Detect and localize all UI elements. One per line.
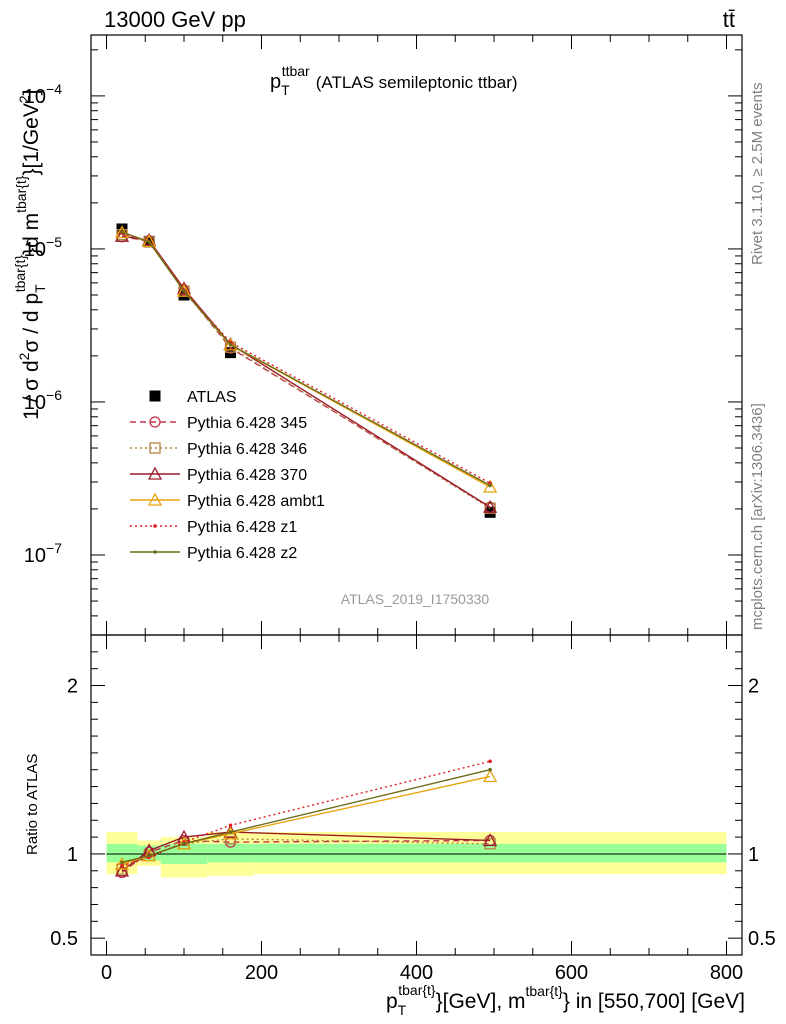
legend-item: Pythia 6.428 z2 bbox=[130, 545, 297, 562]
legend-swatch bbox=[149, 390, 161, 402]
legend: ATLAS Pythia 6.428 345 Pythia 6.428 346 Pyt… bbox=[130, 389, 325, 562]
series-marker bbox=[182, 842, 186, 846]
series-marker bbox=[176, 281, 192, 295]
ratio-y-tick-label: 2 bbox=[67, 676, 78, 698]
legend-label: Pythia 6.428 z1 bbox=[187, 519, 297, 536]
series-marker bbox=[483, 499, 498, 513]
ratio-y-tick-label-right: 1 bbox=[748, 844, 759, 866]
ratio-y-axis-label: Ratio to ATLAS bbox=[24, 754, 41, 855]
analysis-watermark: ATLAS_2019_I1750330 bbox=[341, 591, 490, 607]
series-marker bbox=[228, 830, 233, 834]
header-right: tt̄ bbox=[723, 7, 735, 32]
legend-label: Pythia 6.428 ambt1 bbox=[187, 493, 325, 510]
series-marker bbox=[114, 228, 130, 242]
mcplots-label: mcplots.cern.ch [arXiv:1306.3436] bbox=[749, 403, 766, 630]
x-tick-label: 800 bbox=[710, 962, 743, 984]
series-marker bbox=[147, 853, 151, 858]
series-marker bbox=[228, 342, 233, 347]
series-marker bbox=[483, 769, 498, 783]
legend-swatch bbox=[149, 416, 161, 428]
legend-item: Pythia 6.428 370 bbox=[130, 466, 307, 484]
x-axis-label: pTtbar{t}}[GeV], mtbar{t}} in [550,700] … bbox=[386, 982, 745, 1018]
series-pythia-6-428-z2 bbox=[120, 230, 492, 488]
header-left: 13000 GeV pp bbox=[104, 7, 246, 32]
legend-swatch bbox=[147, 492, 163, 506]
series-marker bbox=[114, 863, 130, 877]
main-y-tick-label: 10−5 bbox=[24, 234, 62, 261]
main-x-axis bbox=[106, 35, 727, 635]
ratio-band-green bbox=[253, 843, 727, 863]
main-y-tick-label: 10−4 bbox=[24, 81, 62, 108]
legend-swatch bbox=[153, 550, 157, 554]
ratio-y-axis: 0.5 0.5 1 1 2 2 bbox=[50, 651, 776, 950]
main-series bbox=[114, 223, 498, 518]
ratio-y-tick-label-right: 0.5 bbox=[748, 928, 776, 950]
series-line bbox=[121, 838, 491, 870]
ratio-x-axis: 0 200 400 600 800 bbox=[101, 635, 743, 984]
series-line bbox=[121, 232, 491, 484]
series-line bbox=[121, 236, 491, 508]
legend-item: Pythia 6.428 346 bbox=[130, 441, 307, 458]
series-marker bbox=[488, 483, 492, 488]
series-marker bbox=[147, 240, 151, 244]
series-marker bbox=[114, 225, 130, 239]
legend-label: Pythia 6.428 346 bbox=[187, 441, 307, 458]
legend-item: Pythia 6.428 345 bbox=[130, 415, 307, 432]
legend-label: ATLAS bbox=[187, 389, 237, 406]
ratio-frame bbox=[90, 634, 743, 956]
series-marker bbox=[483, 833, 498, 847]
series-marker bbox=[176, 283, 192, 297]
legend-item: ATLAS bbox=[149, 389, 237, 406]
series-marker bbox=[228, 823, 233, 828]
legend-swatch bbox=[153, 524, 157, 528]
x-tick-label: 400 bbox=[400, 962, 433, 984]
ratio-series bbox=[114, 759, 498, 879]
x-tick-label: 0 bbox=[101, 962, 112, 984]
legend-item: Pythia 6.428 ambt1 bbox=[130, 492, 325, 510]
series-marker bbox=[484, 502, 496, 514]
ratio-y-tick-label: 1 bbox=[67, 844, 78, 866]
legend-item: Pythia 6.428 z1 bbox=[130, 519, 297, 536]
x-tick-label: 600 bbox=[555, 962, 588, 984]
ratio-y-tick-label-right: 2 bbox=[748, 676, 759, 698]
main-y-axis-label: 1 / σ d2σ / d pTtbar{t}}d mtbar{t}}[1/Ge… bbox=[12, 89, 48, 420]
main-panel: 10−7 10−6 10−5 10−4 pTttbar(ATLAS semilepto… bbox=[12, 34, 743, 636]
series-marker bbox=[120, 860, 124, 865]
series-marker bbox=[120, 230, 124, 234]
series-pythia-6-428-z2 bbox=[120, 767, 492, 865]
ratio-uncertainty-bands bbox=[106, 832, 727, 878]
legend-label: Pythia 6.428 z2 bbox=[187, 545, 297, 562]
series-marker bbox=[488, 767, 492, 772]
legend-label: Pythia 6.428 345 bbox=[187, 415, 307, 432]
ratio-band-green bbox=[106, 843, 138, 863]
main-y-axis: 10−7 10−6 10−5 10−4 bbox=[24, 49, 742, 636]
legend-label: Pythia 6.428 370 bbox=[187, 467, 307, 484]
ratio-panel: 0.5 0.5 1 1 2 2 0 200 400 600 800 Ratio to ATLAS bbox=[24, 634, 776, 984]
series-marker bbox=[114, 856, 130, 870]
main-y-tick-label: 10−7 bbox=[24, 540, 62, 567]
main-y-tick-label: 10−6 bbox=[24, 387, 62, 414]
ratio-y-tick-label: 0.5 bbox=[50, 928, 78, 950]
ratio-band-green bbox=[207, 843, 254, 863]
rivet-label: Rivet 3.1.10, ≥ 2.5M events bbox=[749, 83, 766, 266]
series-marker bbox=[488, 759, 492, 764]
series-marker bbox=[483, 479, 498, 493]
series-marker bbox=[120, 863, 124, 868]
series-marker bbox=[182, 289, 186, 293]
legend-swatch bbox=[149, 442, 161, 454]
x-tick-label: 200 bbox=[245, 962, 278, 984]
legend-swatch bbox=[147, 466, 163, 480]
plot-title: pTttbar(ATLAS semileptonic ttbar) bbox=[270, 63, 518, 98]
